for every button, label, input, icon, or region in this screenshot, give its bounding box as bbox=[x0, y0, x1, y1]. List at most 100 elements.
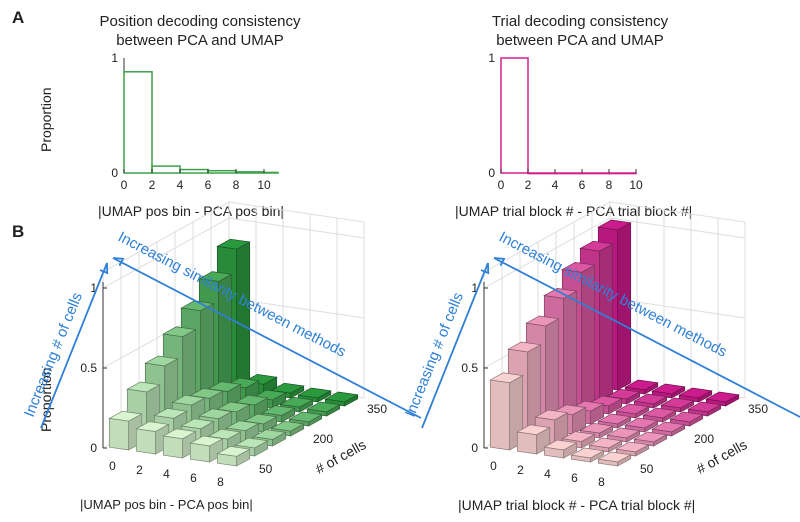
bar-3d bbox=[597, 451, 632, 467]
bar-side bbox=[635, 444, 650, 457]
y-tick-label: 1 bbox=[111, 51, 118, 65]
y-tick-label: 0 bbox=[488, 166, 495, 180]
bar-side bbox=[671, 424, 686, 437]
x-tick-label: 0 bbox=[109, 459, 116, 473]
x-tick-label: 6 bbox=[571, 471, 578, 485]
bar-side bbox=[308, 414, 323, 427]
bar-side bbox=[644, 420, 659, 433]
title-line-1: Trial decoding consistency bbox=[491, 13, 669, 30]
bar-3d bbox=[669, 411, 704, 427]
bar-3d bbox=[162, 428, 197, 459]
bar-side bbox=[626, 430, 641, 443]
bar-3d bbox=[660, 397, 695, 413]
y-tick-label: 50 bbox=[259, 462, 273, 476]
bar-3d bbox=[705, 391, 740, 407]
x-tick-label: 0 bbox=[498, 178, 505, 192]
bar-front bbox=[108, 417, 130, 451]
bar-side bbox=[263, 416, 278, 433]
bar-side bbox=[272, 431, 287, 447]
bar-side bbox=[344, 394, 359, 407]
bar-3d bbox=[633, 393, 668, 409]
bar-side bbox=[290, 385, 305, 399]
bar-3d bbox=[216, 446, 251, 467]
bar-side bbox=[617, 454, 632, 467]
bar-side bbox=[653, 396, 668, 409]
grid-line bbox=[102, 217, 365, 289]
bar-3d bbox=[642, 407, 677, 423]
chart-title-trial: Trial decoding consistency between PCA a… bbox=[440, 12, 720, 50]
bar-side bbox=[590, 403, 605, 425]
z-tick-label: 1 bbox=[471, 281, 478, 295]
x-axis-label-3d-trial: |UMAP trial block # - PCA trial block #| bbox=[458, 497, 696, 513]
bar-side bbox=[272, 392, 287, 409]
bar-side bbox=[317, 390, 332, 403]
histogram-bar bbox=[179, 168, 209, 174]
bar-side bbox=[671, 386, 686, 399]
y-tick-label: 0 bbox=[111, 166, 118, 180]
x-tick-label: 8 bbox=[233, 178, 240, 192]
bar-side bbox=[599, 425, 614, 439]
bar-side bbox=[563, 290, 578, 421]
title-line-2: between PCA and UMAP bbox=[496, 32, 664, 49]
bar-3d bbox=[543, 439, 578, 459]
bar-3d bbox=[516, 424, 551, 455]
x-tick-label: 2 bbox=[136, 463, 143, 477]
bar-side bbox=[644, 382, 659, 395]
histogram-bar bbox=[123, 71, 153, 174]
bar-side bbox=[653, 434, 668, 447]
bar-side bbox=[281, 407, 296, 423]
panel-label-a: A bbox=[12, 8, 25, 27]
histogram-bar bbox=[608, 172, 637, 175]
bar-side bbox=[725, 394, 740, 407]
bar-front bbox=[489, 379, 511, 451]
x-tick-label: 4 bbox=[177, 178, 184, 192]
bar-side bbox=[626, 391, 641, 405]
x-tick-label: 4 bbox=[552, 178, 559, 192]
arrow-increasing-cells bbox=[40, 262, 108, 429]
x-axis-label-3d-position: |UMAP pos bin - PCA pos bin| bbox=[80, 497, 253, 512]
bar-side bbox=[254, 440, 269, 457]
z-tick-label: 0.5 bbox=[80, 361, 97, 375]
y-tick-label: 50 bbox=[640, 462, 654, 476]
bar-side bbox=[599, 243, 614, 401]
bar-side bbox=[707, 404, 722, 417]
bar-3d bbox=[324, 391, 359, 407]
arrow-increasing-cells bbox=[421, 262, 489, 429]
y-tick-label: 200 bbox=[313, 432, 333, 446]
z-tick-label: 1 bbox=[90, 281, 97, 295]
bar-side bbox=[290, 423, 305, 437]
x-tick-label: 8 bbox=[217, 475, 224, 489]
x-tick-label: 4 bbox=[163, 467, 170, 481]
bar-front bbox=[516, 431, 538, 455]
bar-side bbox=[236, 241, 251, 391]
x-tick-label: 8 bbox=[606, 178, 613, 192]
bar-side bbox=[617, 222, 632, 391]
bar-3d bbox=[651, 421, 686, 437]
bar-3d bbox=[687, 401, 722, 417]
y-tick-label: 1 bbox=[488, 51, 495, 65]
arrow-increasing-similarity bbox=[112, 257, 422, 419]
x-tick-label: 6 bbox=[190, 471, 197, 485]
x-axis-label-trial: |UMAP trial block # - PCA trial block #| bbox=[455, 203, 693, 219]
bar-3d bbox=[588, 437, 623, 453]
histogram-bar bbox=[235, 171, 265, 174]
title-line-2: between PCA and UMAP bbox=[116, 32, 284, 49]
panel-label-b: B bbox=[12, 222, 25, 241]
annotation-increasing-cells: Increasing # of cells bbox=[402, 290, 467, 419]
histogram-bar bbox=[581, 172, 610, 175]
bar-3d bbox=[615, 403, 650, 419]
histogram-bar bbox=[527, 172, 556, 175]
bar-front bbox=[189, 442, 211, 463]
bar-side bbox=[635, 406, 650, 419]
bar-3d bbox=[189, 435, 224, 463]
x-tick-label: 4 bbox=[544, 467, 551, 481]
arrow-increasing-similarity bbox=[493, 257, 800, 418]
bar-front bbox=[135, 428, 157, 455]
x-tick-label: 0 bbox=[490, 459, 497, 473]
bar-side bbox=[581, 433, 596, 449]
chart-title-position: Position decoding consistency between PC… bbox=[60, 12, 340, 50]
bar-side bbox=[572, 407, 587, 435]
bar-3d bbox=[633, 431, 668, 447]
x-tick-label: 2 bbox=[149, 178, 156, 192]
bar-3d bbox=[306, 401, 341, 417]
